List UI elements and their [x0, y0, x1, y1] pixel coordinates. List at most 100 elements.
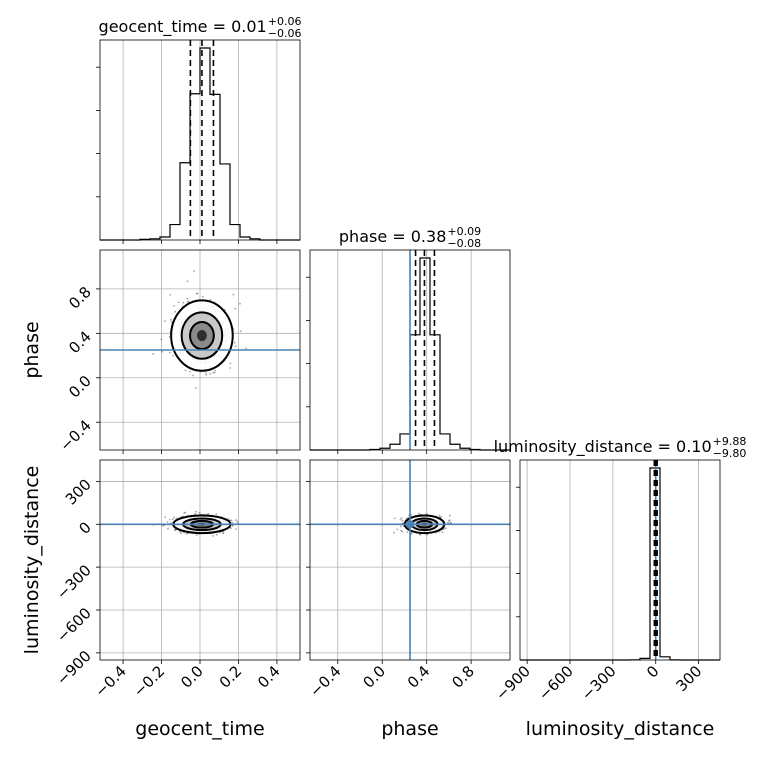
sample-point [445, 527, 447, 530]
sample-point [214, 369, 217, 372]
sample-point [194, 387, 197, 389]
sample-point [400, 517, 403, 519]
sample-point [401, 519, 404, 522]
x-tick-label: 0.0 [359, 662, 389, 692]
sample-point [245, 347, 248, 350]
x-tick-label: 0.8 [448, 662, 478, 692]
sample-point [233, 341, 236, 344]
sample-point [168, 336, 171, 338]
histogram-step-line [520, 467, 720, 661]
y-tick-label: 0 [75, 518, 94, 537]
sample-point [164, 320, 166, 322]
sample-point [393, 531, 395, 534]
sample-point [400, 529, 403, 532]
sample-point [193, 270, 195, 273]
sample-point [169, 294, 172, 296]
sample-point [234, 345, 237, 348]
panel-title: geocent_time = 0.01 +0.06−0.06 [99, 15, 302, 40]
sample-point [184, 511, 187, 514]
x-tick-label: −0.2 [130, 662, 168, 700]
sample-point [167, 527, 169, 530]
sample-point [419, 533, 422, 536]
sample-point [235, 528, 237, 530]
sample-point [209, 298, 212, 301]
sample-point [183, 512, 186, 514]
sample-point [198, 512, 201, 514]
sample-point [236, 520, 239, 523]
x-tick-label: 0.4 [254, 662, 284, 692]
sample-point [185, 533, 188, 535]
panel-title: phase = 0.38 +0.09−0.08 [339, 225, 481, 250]
sample-point [450, 521, 453, 524]
y-axis-label: phase [21, 321, 43, 378]
histogram-luminosity_distance [520, 467, 720, 661]
y-tick-label: 300 [62, 476, 95, 509]
sample-point [406, 531, 409, 533]
grid-lines [337, 250, 472, 450]
histogram-geocent_time [100, 47, 300, 241]
sample-point [396, 528, 399, 531]
sample-point [239, 330, 242, 332]
y-tick-label: −300 [53, 561, 95, 603]
sample-point [170, 318, 172, 321]
sample-point [166, 521, 169, 523]
y-tick-label: 0.4 [65, 327, 95, 357]
sample-point [192, 374, 195, 377]
histogram-bar [180, 163, 190, 240]
histogram-bar [230, 225, 240, 240]
title-upper-error: +0.09 [447, 225, 481, 238]
sample-point [234, 307, 237, 310]
title-upper-error: +9.88 [713, 435, 747, 448]
grid-lines [100, 460, 300, 660]
sample-point [201, 295, 204, 298]
sample-point [195, 292, 198, 295]
histogram-step-line [100, 47, 300, 241]
sample-point [179, 531, 182, 533]
sample-point [229, 527, 232, 530]
sample-point [215, 533, 218, 536]
title-text: geocent_time = 0.01 [99, 17, 267, 37]
sample-point [173, 305, 176, 307]
sample-point [229, 367, 232, 369]
x-tick-label: −600 [535, 662, 577, 704]
sample-point [222, 531, 225, 534]
sample-point [410, 532, 413, 534]
sample-point [195, 534, 198, 536]
x-tick-label: 0 [643, 662, 662, 681]
sample-point [160, 338, 163, 341]
sample-point [195, 510, 197, 513]
y-tick-label: −900 [53, 647, 95, 689]
title-lower-error: −9.80 [713, 447, 747, 460]
y-tick-label: −600 [53, 604, 95, 646]
title-text: phase = 0.38 [339, 227, 446, 246]
sample-point [174, 528, 177, 531]
histogram-bar [190, 94, 200, 240]
sample-point [232, 293, 235, 296]
sample-point [152, 353, 155, 355]
sample-point [205, 373, 208, 376]
sample-point [399, 518, 402, 521]
sample-point [173, 529, 176, 531]
x-axis-label: phase [381, 718, 438, 740]
x-axis-label: luminosity_distance [526, 718, 715, 740]
sample-point [182, 301, 185, 304]
sample-point [212, 371, 215, 374]
sample-point [177, 301, 180, 304]
sample-point [234, 519, 237, 521]
sample-point [189, 370, 191, 373]
sample-point [440, 516, 443, 518]
scatter-geocent_time-phase [152, 270, 248, 389]
histogram-bar [400, 434, 410, 450]
sample-point [196, 292, 199, 295]
sample-point [236, 522, 239, 524]
histogram-bar [220, 164, 230, 240]
sample-point [230, 519, 233, 522]
sample-point [448, 520, 450, 522]
sample-point [212, 535, 215, 537]
x-tick-label: −300 [578, 662, 620, 704]
sample-point [418, 512, 420, 515]
sample-point [231, 524, 234, 527]
truth-point [406, 520, 414, 529]
title-text: luminosity_distance = 0.10 [494, 437, 712, 457]
sample-point [168, 351, 171, 354]
